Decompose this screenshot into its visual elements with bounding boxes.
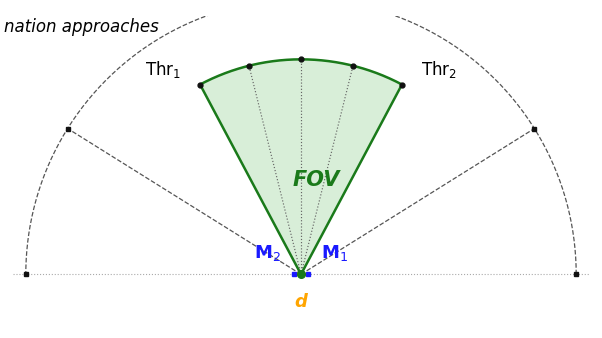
Text: Thr$_1$: Thr$_1$	[145, 59, 181, 80]
Text: d: d	[294, 293, 308, 311]
Text: nation approaches: nation approaches	[4, 18, 159, 36]
Text: FOV: FOV	[293, 170, 340, 190]
Text: Thr$_2$: Thr$_2$	[421, 59, 457, 80]
Polygon shape	[200, 59, 402, 274]
Text: M$_1$: M$_1$	[321, 243, 348, 263]
Text: M$_2$: M$_2$	[255, 243, 281, 263]
